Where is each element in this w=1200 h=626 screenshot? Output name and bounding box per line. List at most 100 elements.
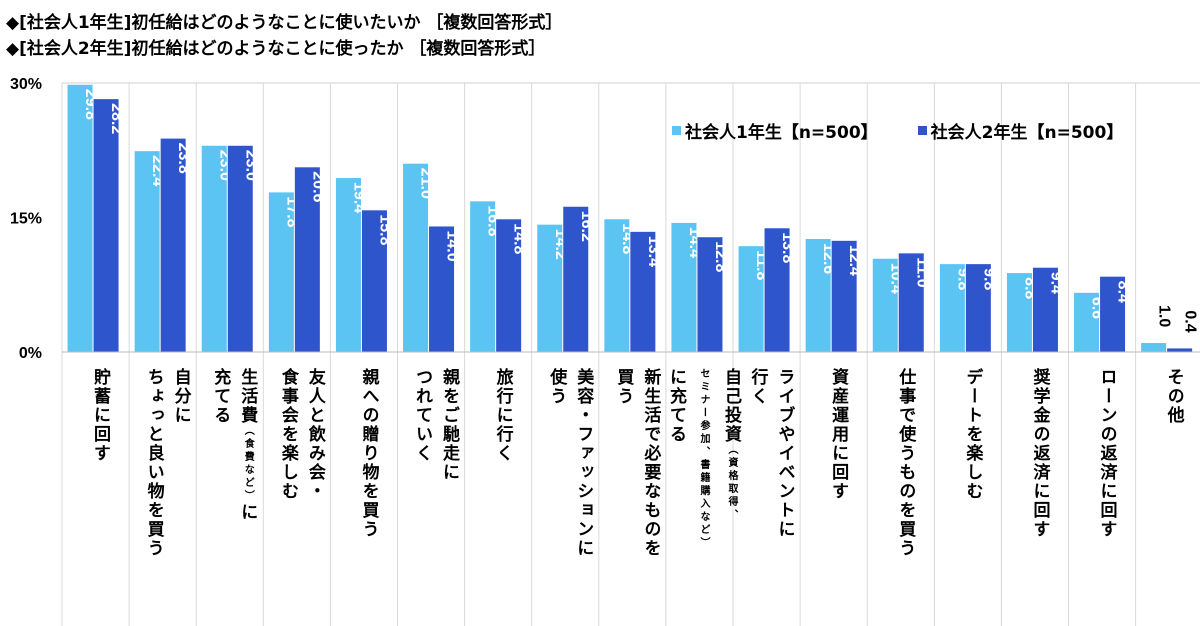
data-label: 0.4 xyxy=(1182,310,1199,332)
bar-s2 xyxy=(563,206,589,352)
category-text: に xyxy=(237,503,258,522)
category-text: 親への贈り物を買う xyxy=(358,368,379,539)
category-text: 旅行に行く xyxy=(492,368,513,463)
data-label: 15.8 xyxy=(376,214,393,245)
bar-s2 xyxy=(630,231,656,352)
bar-s2 xyxy=(831,240,857,352)
data-label: 23.0 xyxy=(242,150,259,181)
y-tick-label: 15% xyxy=(10,211,42,228)
bar-s2 xyxy=(160,138,186,352)
data-label: 14.8 xyxy=(511,223,528,254)
bar-s1 xyxy=(335,178,361,352)
category-text: 資産運用に回す xyxy=(828,368,849,501)
category-text: 行く xyxy=(747,368,768,406)
category-text: 買う xyxy=(613,368,634,406)
data-label: 14.0 xyxy=(444,230,461,261)
legend: 社会人1年生【n=500】 社会人2年生【n=500】 xyxy=(672,118,1123,143)
category-text: 貯蓄に回す xyxy=(90,368,111,463)
category-text: 充てる xyxy=(210,368,231,425)
category-text: ローンの返済に回す xyxy=(1096,368,1117,539)
bar-s1 xyxy=(537,224,563,352)
category-note: （食費など） xyxy=(242,425,254,503)
category-label: 美容・ファッションに 使う xyxy=(542,368,596,558)
bar-s1 xyxy=(1141,343,1167,352)
category-text: つれていく xyxy=(412,368,433,463)
category-label: ローンの返済に回す xyxy=(1093,368,1120,539)
data-label: 13.8 xyxy=(779,232,796,263)
category-text: デートを楽しむ xyxy=(962,368,983,501)
bar-s2 xyxy=(1032,267,1058,352)
category-text: 仕事で使うものを買う xyxy=(895,368,916,558)
bar-s1 xyxy=(671,222,697,352)
bar-s2 xyxy=(496,219,522,352)
category-label: ライブやイベントに 行く xyxy=(744,368,798,539)
category-text: 美容・ファッションに xyxy=(573,368,594,558)
category-text: その他 xyxy=(1163,368,1184,425)
bar-s1 xyxy=(201,145,227,352)
data-label: 21.0 xyxy=(418,168,435,199)
bar-s1 xyxy=(403,163,429,352)
data-label: 19.4 xyxy=(350,182,367,213)
category-label: 自分に ちょっと良い物を買う xyxy=(140,368,194,558)
chart-title-1: ◆[社会人1年生]初任給はどのようなことに使いたいか ［複数回答形式］ xyxy=(6,13,563,33)
bar-s1 xyxy=(604,219,630,352)
bar-s1 xyxy=(134,151,160,352)
legend-swatch-1 xyxy=(672,126,681,135)
bar-s2 xyxy=(93,99,119,352)
data-label: 23.8 xyxy=(175,143,192,174)
bar-s1 xyxy=(939,264,965,352)
data-label: 20.6 xyxy=(309,171,326,202)
category-label: 仕事で使うものを買う xyxy=(891,368,918,558)
y-tick-label: 30% xyxy=(10,76,42,93)
bar-s2 xyxy=(1100,276,1126,352)
bar-s1 xyxy=(872,258,898,352)
bar-s1 xyxy=(1006,273,1032,352)
data-label: 28.2 xyxy=(108,103,125,134)
bar-s2 xyxy=(1167,348,1193,352)
bar-s1 xyxy=(268,192,294,352)
y-tick-label: 0% xyxy=(19,345,42,362)
bar-s1 xyxy=(470,201,496,352)
data-label: 11.0 xyxy=(913,257,930,287)
data-label: 8.4 xyxy=(1115,281,1132,303)
category-label: デートを楽しむ xyxy=(958,368,985,501)
bar-s2 xyxy=(429,226,455,352)
category-text: 食事会を楽しむ xyxy=(277,368,298,501)
category-text: ちょっと良い物を買う xyxy=(143,368,164,558)
category-text: ライブやイベントに xyxy=(774,368,795,539)
category-label: 生活費（食費など）に 充てる xyxy=(206,368,261,522)
bar-s2 xyxy=(965,264,991,352)
data-label: 13.4 xyxy=(645,236,662,267)
category-label: 親をご馳走に つれていく xyxy=(408,368,462,482)
category-label: 自己投資（資格取得、 セミナー参加、書籍購入など） に充てる xyxy=(662,368,745,550)
category-note: セミナー参加、書籍購入など） xyxy=(697,368,709,550)
bar-s2 xyxy=(764,228,790,352)
legend-label-2: 社会人2年生【n=500】 xyxy=(930,123,1124,143)
category-label: 旅行に行く xyxy=(489,368,516,463)
category-text: に充てる xyxy=(665,368,686,444)
legend-swatch-2 xyxy=(917,126,927,135)
category-text: 親をご馳走に xyxy=(439,368,460,482)
bar-s2 xyxy=(294,167,320,352)
bar-s1 xyxy=(1074,292,1100,352)
category-label: 奨学金の返済に回す xyxy=(1025,368,1052,539)
category-label: 資産運用に回す xyxy=(824,368,851,501)
data-label: 12.4 xyxy=(846,245,863,276)
bar-s2 xyxy=(361,210,387,352)
data-label: 1.0 xyxy=(1156,305,1173,327)
legend-item-1: 社会人1年生【n=500】 xyxy=(672,118,878,143)
bar-s2 xyxy=(227,145,253,352)
data-label: 9.4 xyxy=(1047,272,1064,294)
bar-s2 xyxy=(697,237,723,352)
bar-s2 xyxy=(898,253,924,352)
category-text: 自分に xyxy=(170,368,191,425)
category-note: （資格取得、 xyxy=(725,444,737,522)
bar-s1 xyxy=(67,84,93,352)
category-label: 友人と飲み会・ 食事会を楽しむ xyxy=(274,368,328,501)
category-text: 生活費 xyxy=(237,368,258,425)
bar-s1 xyxy=(805,239,831,352)
category-label: その他 xyxy=(1160,368,1187,425)
category-label: 親への贈り物を買う xyxy=(354,368,381,539)
